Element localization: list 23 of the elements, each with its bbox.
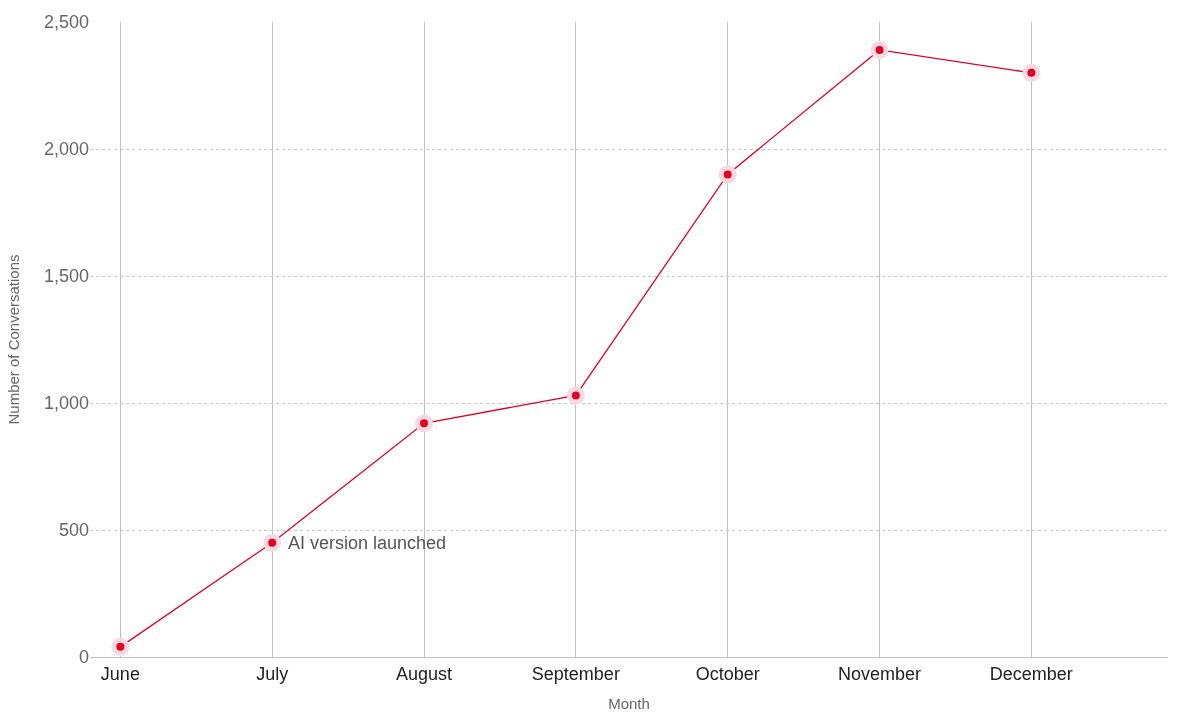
point <box>415 414 434 433</box>
y-tick-label: 2,500 <box>43 12 89 33</box>
y-tick-label: 0 <box>78 647 89 668</box>
point <box>1022 63 1041 82</box>
x-tick-label: September <box>531 663 620 684</box>
point <box>718 165 737 184</box>
x-axis-title: Month <box>608 694 650 712</box>
point <box>870 40 889 59</box>
x-tick-label: August <box>396 663 453 684</box>
x-tick-label: December <box>989 663 1073 684</box>
y-tick-label: 1,500 <box>43 266 89 287</box>
x-tick-label: June <box>100 663 140 684</box>
x-tick-label: October <box>695 663 760 684</box>
point <box>263 533 282 552</box>
point <box>111 637 130 656</box>
y-axis-title: Number of Conversations <box>5 254 23 425</box>
x-tick-label: July <box>256 663 289 684</box>
point <box>566 386 585 405</box>
annotation: AI version launched <box>288 533 447 553</box>
x-tick-label: November <box>838 663 922 684</box>
y-tick-label: 2,000 <box>43 139 89 160</box>
y-tick-label: 1,000 <box>43 393 89 414</box>
y-tick-label: 500 <box>58 520 89 541</box>
